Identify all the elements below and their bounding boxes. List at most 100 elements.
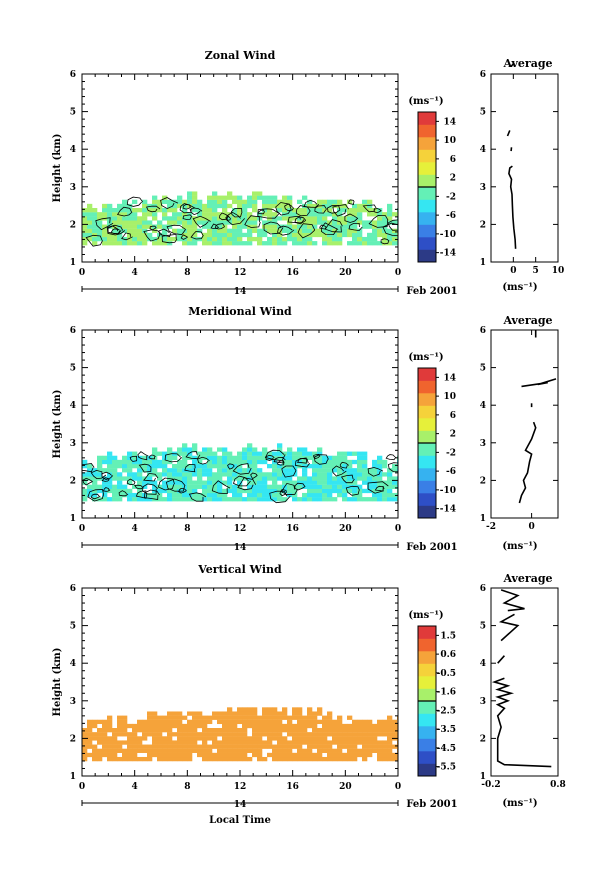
- data-cell: [292, 468, 298, 473]
- data-cell: [132, 484, 138, 489]
- data-cell: [252, 203, 258, 209]
- contour-line: [233, 475, 251, 487]
- data-cell: [222, 199, 228, 205]
- data-cell: [227, 744, 233, 749]
- data-cell: [197, 715, 203, 720]
- x-tick-label: 8: [184, 268, 190, 278]
- data-cell: [197, 736, 203, 741]
- data-cell: [82, 728, 88, 733]
- data-cell: [212, 463, 218, 469]
- data-cell: [387, 236, 393, 242]
- data-cell: [137, 484, 143, 489]
- data-cell: [227, 451, 233, 456]
- data-cell: [292, 715, 298, 720]
- data-cell: [297, 199, 303, 205]
- contour-line: [332, 204, 350, 217]
- data-cell: [222, 228, 228, 233]
- data-cell: [242, 203, 248, 209]
- data-cell: [312, 732, 318, 737]
- data-cell: [112, 744, 118, 749]
- data-cell: [297, 728, 303, 733]
- data-cell: [152, 241, 158, 246]
- data-cell: [377, 241, 383, 246]
- data-cell: [282, 744, 288, 749]
- data-cell: [177, 195, 183, 200]
- data-cell: [122, 484, 128, 489]
- data-cell: [207, 228, 213, 233]
- contour-line: [313, 453, 321, 459]
- x-tick-label: 0: [395, 268, 401, 278]
- data-cell: [237, 756, 243, 762]
- colorbar-segment: [418, 676, 436, 689]
- contour-line: [143, 229, 163, 242]
- data-cell: [287, 732, 293, 737]
- data-cell: [187, 191, 193, 196]
- data-cell: [322, 220, 328, 225]
- data-cell: [337, 484, 343, 489]
- data-cell: [287, 484, 293, 489]
- colorbar-tick-label: 0.6: [440, 650, 456, 660]
- data-cell: [217, 463, 223, 469]
- data-cell: [307, 752, 313, 758]
- average-y-tick-label: 5: [480, 108, 486, 118]
- data-cell: [307, 497, 313, 502]
- data-cell: [237, 752, 243, 758]
- data-cell: [257, 752, 263, 758]
- data-cell: [107, 480, 113, 485]
- data-field: [82, 191, 398, 246]
- data-cell: [272, 492, 278, 498]
- data-cell: [302, 228, 308, 233]
- data-cell: [312, 241, 318, 246]
- y-tick-label: 2: [70, 476, 76, 486]
- data-cell: [297, 232, 303, 238]
- data-cell: [262, 220, 268, 225]
- data-cell: [317, 472, 323, 477]
- data-cell: [177, 199, 183, 205]
- data-cell: [167, 459, 173, 465]
- data-cell: [362, 752, 368, 758]
- data-cell: [97, 736, 103, 741]
- y-tick-label: 6: [70, 70, 76, 80]
- contour-line: [237, 477, 257, 491]
- data-cell: [97, 488, 103, 494]
- average-frame: [490, 587, 559, 777]
- data-cell: [227, 203, 233, 209]
- data-cell: [247, 744, 253, 749]
- data-cell: [342, 492, 348, 498]
- data-cell: [267, 212, 273, 217]
- data-cell: [142, 484, 148, 489]
- data-cell: [237, 707, 243, 712]
- data-cell: [92, 212, 98, 217]
- data-cell: [82, 497, 88, 502]
- average-y-tick-label: 1: [480, 514, 486, 524]
- data-cell: [127, 207, 133, 213]
- data-cell: [107, 216, 113, 221]
- data-cell: [247, 723, 253, 729]
- data-cell: [392, 236, 398, 242]
- data-cell: [232, 216, 238, 221]
- data-cell: [232, 715, 238, 720]
- data-cell: [182, 224, 188, 229]
- data-cell: [377, 212, 383, 217]
- data-cell: [237, 199, 243, 205]
- data-cell: [247, 455, 253, 461]
- data-cell: [107, 207, 113, 213]
- data-cell: [87, 220, 93, 225]
- contour-line: [161, 233, 178, 244]
- data-cell: [187, 232, 193, 238]
- data-cell: [227, 216, 233, 221]
- data-cell: [307, 220, 313, 225]
- colorbar-unit-label: (ms⁻¹): [408, 610, 443, 621]
- colorbar-tick-label: -3.5: [437, 725, 456, 735]
- data-cell: [207, 447, 213, 452]
- data-cell: [207, 488, 213, 494]
- data-cell: [322, 492, 328, 498]
- data-cell: [287, 752, 293, 758]
- average-profile-line: [510, 62, 515, 68]
- data-cell: [302, 715, 308, 720]
- data-cell: [182, 492, 188, 498]
- data-cell: [292, 224, 298, 229]
- contour-line: [314, 205, 328, 214]
- data-cell: [352, 459, 358, 465]
- data-cell: [347, 472, 353, 477]
